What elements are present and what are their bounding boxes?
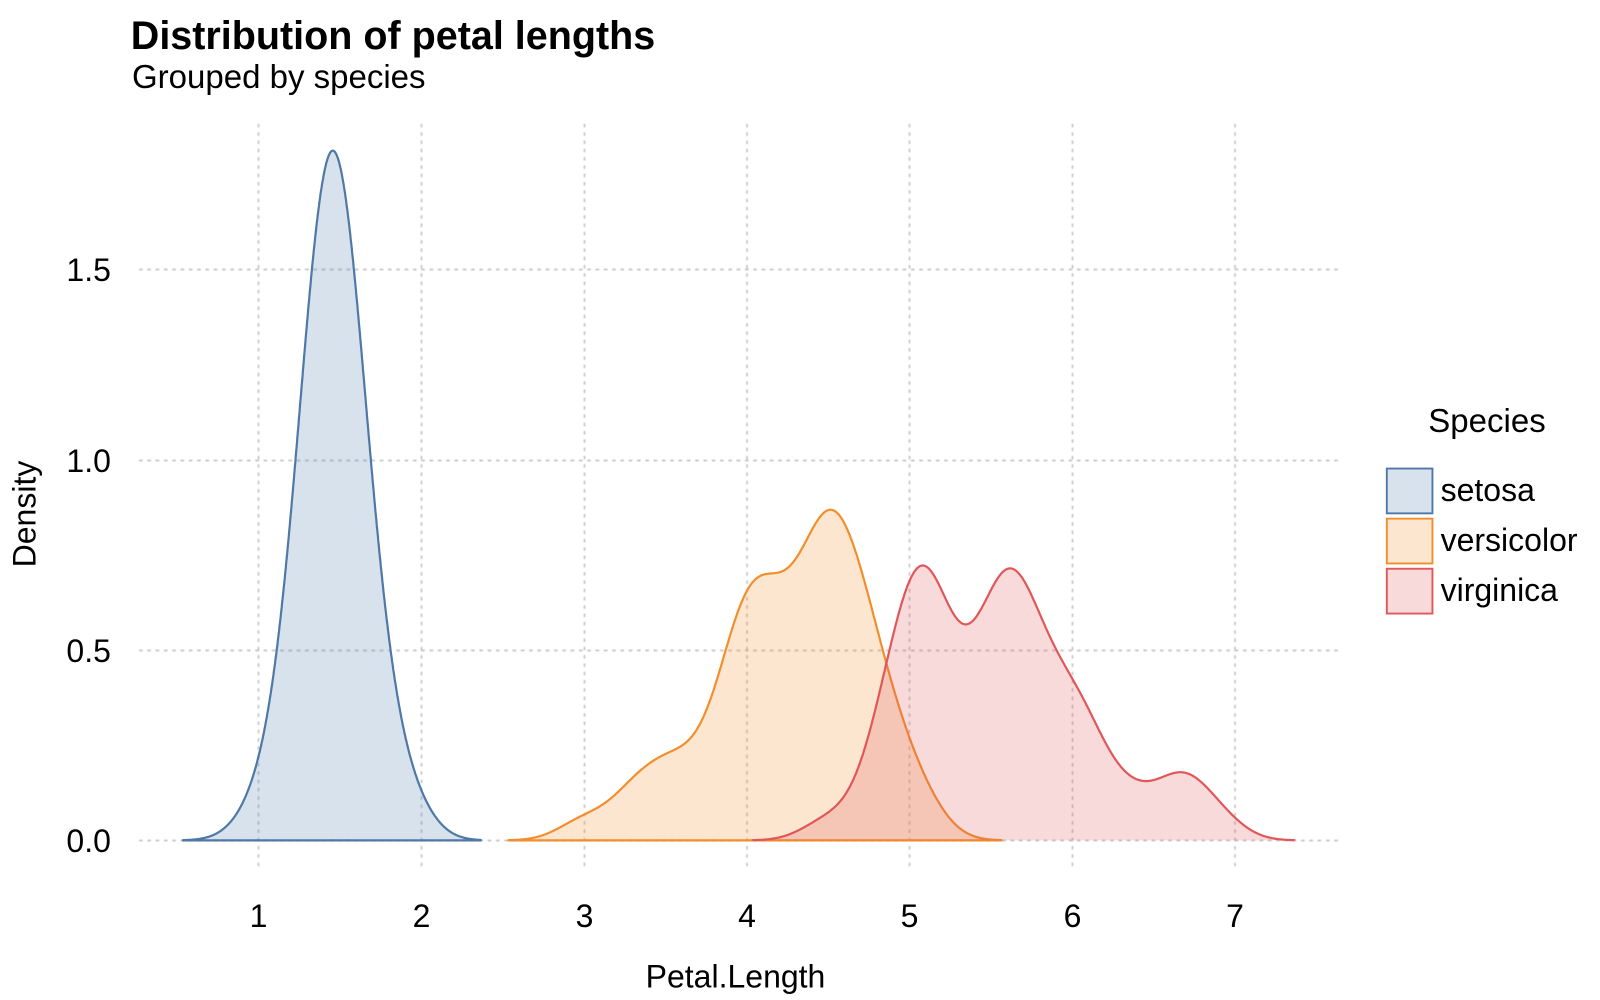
svg-text:versicolor: versicolor xyxy=(1441,522,1578,558)
svg-text:1.5: 1.5 xyxy=(66,252,110,288)
svg-text:5: 5 xyxy=(901,898,919,934)
svg-text:Species: Species xyxy=(1428,402,1545,439)
svg-text:0.0: 0.0 xyxy=(66,823,110,859)
svg-text:4: 4 xyxy=(738,898,756,934)
svg-text:virginica: virginica xyxy=(1441,572,1559,608)
svg-text:1: 1 xyxy=(250,898,268,934)
svg-text:3: 3 xyxy=(576,898,594,934)
svg-text:Distribution of petal lengths: Distribution of petal lengths xyxy=(131,14,655,58)
svg-text:setosa: setosa xyxy=(1441,472,1535,508)
svg-text:7: 7 xyxy=(1226,898,1244,934)
svg-text:Petal.Length: Petal.Length xyxy=(646,959,826,995)
svg-text:0.5: 0.5 xyxy=(66,633,110,669)
svg-text:6: 6 xyxy=(1064,898,1082,934)
svg-text:2: 2 xyxy=(413,898,431,934)
svg-text:Grouped by species: Grouped by species xyxy=(132,58,426,95)
svg-text:1.0: 1.0 xyxy=(66,443,110,479)
svg-text:Density: Density xyxy=(6,461,42,568)
